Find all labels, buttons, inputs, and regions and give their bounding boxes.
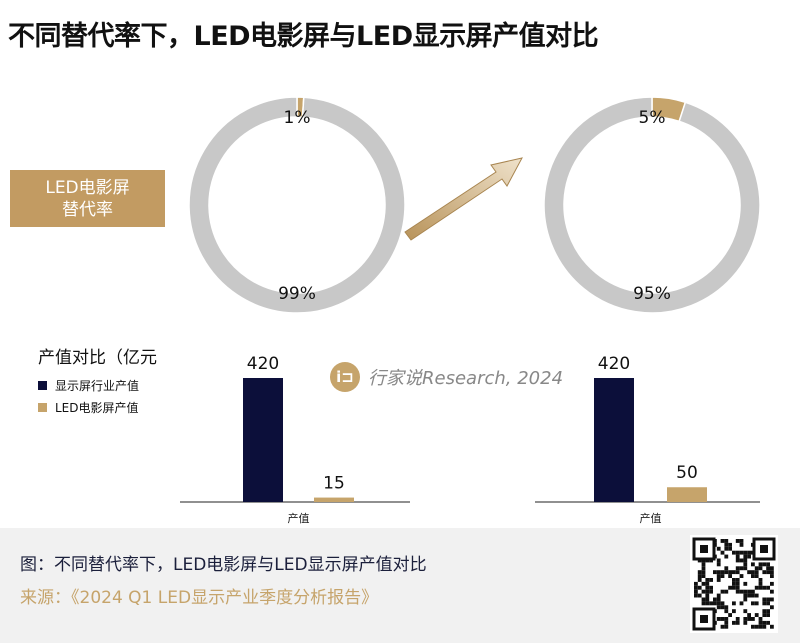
bar-data-label: 420 — [247, 354, 279, 374]
legend-label: LED电影屏产值 — [55, 401, 139, 415]
donut-label-other: 99% — [278, 284, 316, 304]
legend-swatch — [38, 381, 47, 390]
legend-swatch — [38, 403, 47, 412]
rate-label-line1: LED电影屏 — [45, 177, 130, 198]
legend-item-display: 显示屏行业产值 — [38, 377, 139, 394]
footer — [0, 528, 800, 643]
donut-slice-other — [188, 96, 406, 314]
legend-item-cinema: LED电影屏产值 — [38, 399, 139, 416]
donut-label-other: 95% — [633, 284, 671, 304]
watermark: i⊐ 行家说Research, 2024 — [330, 362, 563, 392]
donut-slice-other — [543, 96, 761, 314]
legend-label: 显示屏行业产值 — [55, 379, 140, 393]
replacement-rate-label: LED电影屏 替代率 — [10, 170, 165, 227]
bar-display — [243, 378, 283, 502]
legend-title: 产值对比（亿元 — [38, 348, 157, 368]
bar-data-label: 420 — [598, 354, 630, 374]
source-note: 来源：《2024 Q1 LED显示产业季度分析报告》 — [20, 588, 379, 608]
donut-label-cinema: 5% — [639, 108, 666, 128]
figure-caption: 图：不同替代率下，LED电影屏与LED显示屏产值对比 — [20, 555, 427, 575]
x-tick-label: 产值 — [640, 511, 662, 525]
brand-logo-icon: i⊐ — [330, 362, 360, 392]
donut-label-cinema: 1% — [284, 108, 311, 128]
page-title: 不同替代率下，LED电影屏与LED显示屏产值对比 — [8, 21, 599, 52]
qr-code-icon — [690, 535, 778, 633]
watermark-text: 行家说Research, 2024 — [368, 368, 564, 389]
bar-cinema — [667, 487, 707, 502]
bar-data-label: 50 — [676, 463, 698, 483]
rate-label-line2: 替代率 — [62, 199, 113, 220]
arrow-icon — [404, 157, 523, 241]
bar-cinema — [314, 497, 354, 502]
bar-display — [594, 378, 634, 502]
x-tick-label: 产值 — [288, 511, 310, 525]
bar-data-label: 15 — [323, 474, 345, 494]
